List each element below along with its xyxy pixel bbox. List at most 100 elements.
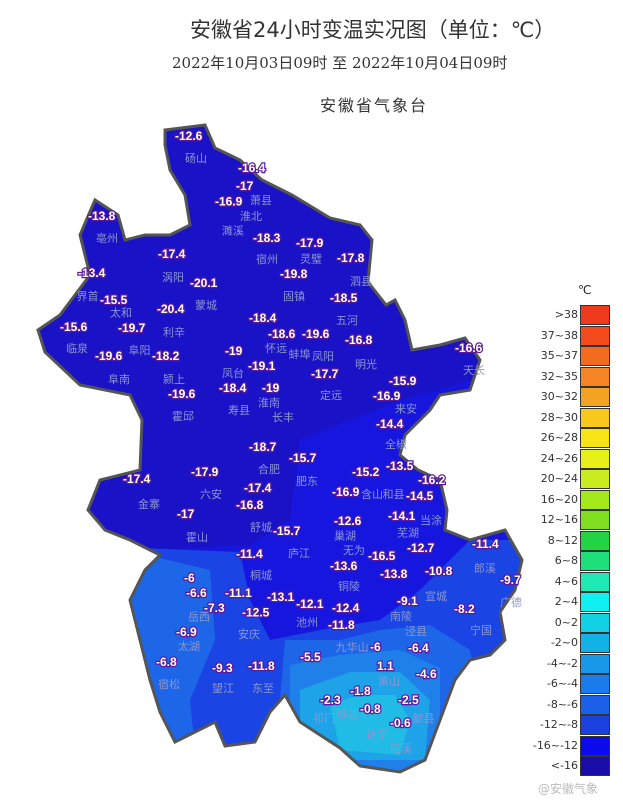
- station-value: -18.4: [219, 381, 247, 395]
- zone-2-0: [330, 695, 410, 755]
- city-label: 肥东: [296, 475, 318, 488]
- station-value: -11.4: [236, 547, 263, 561]
- station-value: -9.3: [212, 661, 233, 675]
- legend-swatch: [580, 325, 610, 346]
- city-label: 合肥: [258, 462, 280, 476]
- legend-label: -2~0: [550, 636, 578, 649]
- legend-label: 20~24: [540, 472, 578, 485]
- city-label: 怀远: [265, 342, 287, 355]
- legend-item: 24~26: [534, 448, 610, 470]
- station-value: -17.7: [311, 367, 339, 381]
- station-value: -20.1: [190, 276, 218, 290]
- legend-item: 0~2: [534, 612, 610, 634]
- city-label: 九华山: [336, 640, 369, 654]
- city-label: 淮北: [240, 210, 262, 223]
- legend-item: -12~-8: [534, 715, 610, 736]
- time-period: 2022年10月03日09时 至 2022年10月04日09时: [172, 54, 508, 72]
- city-label: 舒城: [250, 520, 272, 534]
- legend-swatch: [580, 715, 610, 735]
- legend-label: 35~37: [540, 349, 578, 362]
- city-label: 岳西: [188, 611, 210, 624]
- station-value: -13.5: [386, 459, 414, 473]
- legend-label: 24~26: [540, 451, 578, 465]
- legend-item: 37~38: [534, 325, 610, 347]
- city-label: 砀山: [185, 152, 207, 165]
- station-value: -15.5: [100, 293, 128, 307]
- station-value: -17.4: [158, 247, 186, 261]
- city-label: 祁门: [313, 711, 335, 725]
- station-value: -13.8: [88, 209, 116, 223]
- legend-item: 26~28: [534, 428, 610, 449]
- city-label: 休宁: [366, 727, 388, 741]
- station-value: -19.6: [168, 387, 196, 401]
- legend-label: -12~-8: [539, 718, 578, 731]
- city-label: 庐江: [288, 546, 310, 560]
- station-values: -12.6 -16.4 -17 -16.9 -13.8 -18.3 -17.9 -17.8 -1…: [59, 128, 522, 731]
- legend-label: 28~30: [540, 410, 578, 424]
- legend-item: 32~35: [534, 366, 610, 388]
- city-label: 长丰: [272, 411, 294, 424]
- station-value: -15.2: [352, 465, 380, 479]
- station-value: -6.9: [176, 625, 197, 639]
- watermark: @安徽气象: [538, 782, 599, 796]
- city-label: 铜陵: [338, 579, 360, 593]
- legend-swatch: [580, 633, 610, 653]
- legend-item: 2~4: [534, 592, 610, 613]
- legend-label: 2~4: [554, 595, 578, 608]
- city-label: 桐城: [250, 568, 272, 582]
- legend-label: 0~2: [554, 615, 578, 629]
- map-title: 安徽省24小时变温实况图（单位：℃）: [190, 18, 556, 42]
- station-value: -0.8: [360, 702, 381, 716]
- legend-label: 16~20: [540, 492, 578, 506]
- legend-swatch: [580, 510, 610, 530]
- legend-swatch: [580, 387, 610, 407]
- station-value: -17.4: [244, 481, 272, 495]
- station-value: -12.5: [242, 606, 270, 620]
- city-label: 无为: [343, 544, 365, 557]
- station-value: -17.8: [337, 251, 365, 265]
- city-label: 泾县: [405, 625, 427, 638]
- legend-swatch: [580, 551, 610, 571]
- legend-swatch: [580, 489, 610, 510]
- station-value: -14.1: [388, 509, 416, 523]
- station-value: -2.5: [398, 693, 419, 707]
- legend-label: 6~8: [554, 554, 578, 567]
- station-value: -19.6: [95, 349, 123, 363]
- city-label: 明光: [355, 357, 377, 371]
- city-label: 泗县: [350, 275, 372, 288]
- legend-label: 4~6: [554, 574, 578, 588]
- legend-swatch: [580, 469, 610, 489]
- city-label: 涡阳: [162, 271, 184, 284]
- station-value: -16.9: [215, 195, 243, 209]
- city-label: 界首: [77, 289, 99, 303]
- legend-swatch: [580, 694, 610, 715]
- legend-item: -8~-6: [534, 694, 610, 716]
- legend-label: 12~16: [540, 513, 578, 526]
- station-value: -18.2: [152, 349, 180, 363]
- legend-item: 4~6: [534, 571, 610, 593]
- station-value: -6.6: [186, 586, 207, 600]
- legend-label: -6~-4: [546, 677, 578, 690]
- city-label: 金寨: [138, 497, 160, 511]
- city-label: 蚌埠: [289, 347, 311, 361]
- station-value: -13.4: [78, 266, 106, 280]
- legend-swatch: [580, 612, 610, 633]
- station-value: -15.9: [389, 374, 417, 388]
- station-value: -16.9: [373, 389, 401, 403]
- station-value: -11.1: [225, 586, 252, 600]
- station-value: -18.5: [330, 291, 358, 305]
- legend-swatch: [580, 735, 610, 756]
- station-value: -12.4: [332, 601, 360, 615]
- station-value: -18.6: [268, 327, 296, 341]
- legend-label: 30~32: [540, 390, 578, 403]
- city-label: 和县: [383, 488, 405, 501]
- city-label: 蒙城: [195, 299, 217, 312]
- station-value: -13.1: [267, 590, 295, 604]
- city-label: 凤阳: [312, 350, 334, 363]
- legend-swatch: [580, 653, 610, 674]
- station-value: -16.2: [418, 473, 446, 487]
- city-label: 黄山: [378, 674, 400, 688]
- legend-item: -4~-2: [534, 653, 610, 675]
- station-value: -18.7: [249, 440, 277, 454]
